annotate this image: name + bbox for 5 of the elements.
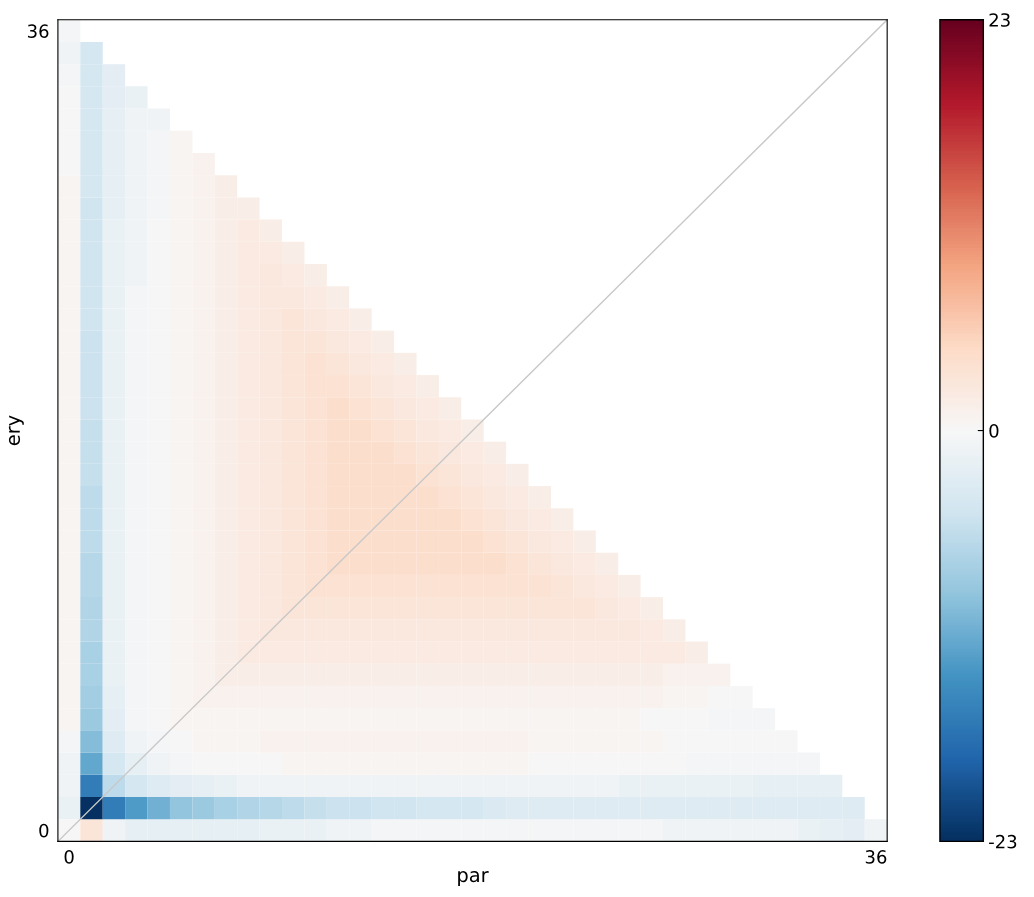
x-axis-title: par [458,871,489,887]
y-axis-title: ery [8,415,24,446]
color-bar-label: -23 [989,834,1017,849]
color-bar-label: 23 [989,13,1010,27]
color-bar-label: 0 [989,424,999,438]
